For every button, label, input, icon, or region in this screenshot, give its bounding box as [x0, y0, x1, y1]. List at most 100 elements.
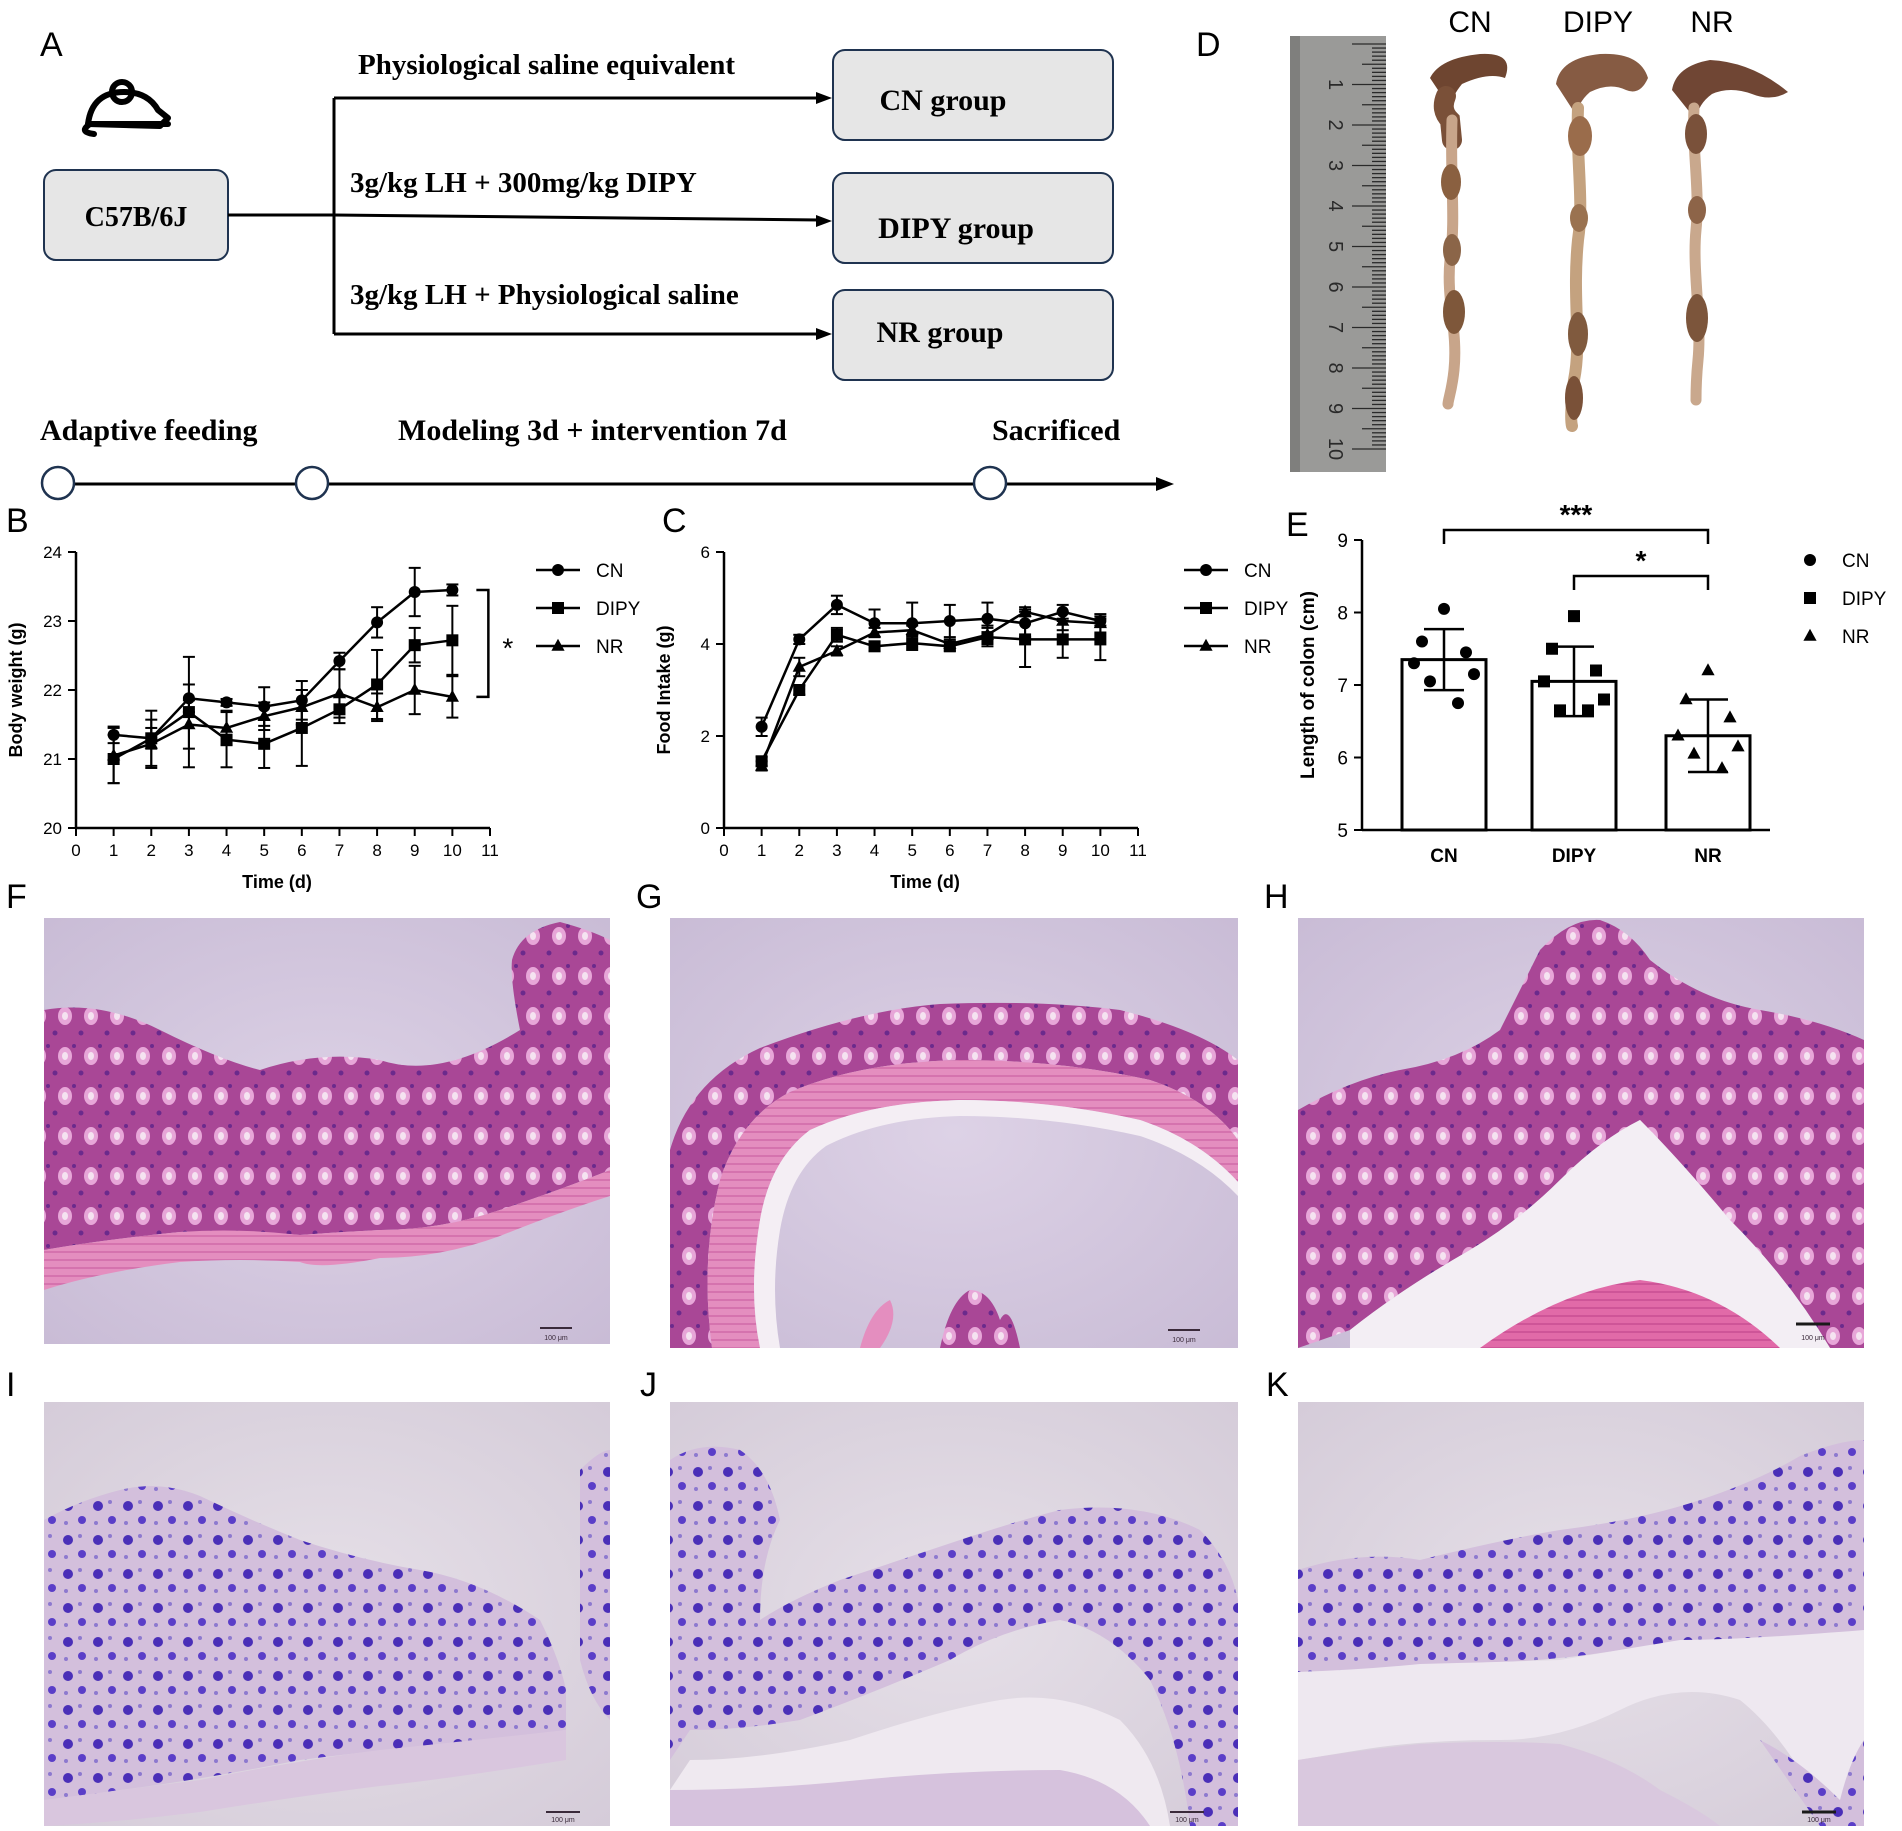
- data-point-cn: [333, 655, 346, 668]
- x-tick-label: 2: [147, 841, 156, 860]
- panel-letter-h: H: [1264, 878, 1289, 916]
- data-point-nr: [1671, 728, 1685, 741]
- series-line-nr: [760, 610, 1101, 767]
- x-tick-label: 10: [1091, 841, 1110, 860]
- x-tick-label: 0: [719, 841, 728, 860]
- data-point-nr: [1056, 613, 1070, 626]
- scale-bar-g: 100 μm: [1172, 1337, 1196, 1344]
- x-tick-label: 5: [259, 841, 268, 860]
- nr-group-box: [832, 289, 1114, 381]
- micrographs: 100 μm 100 μm 100 μm: [44, 918, 1864, 1826]
- strain-label: C57B/6J: [85, 202, 188, 233]
- significance-bracket: [1442, 528, 1710, 544]
- x-tick-label: 1: [757, 841, 766, 860]
- data-point-dipy: [258, 737, 271, 750]
- data-point-nr: [370, 700, 384, 713]
- data-point-cn: [793, 633, 806, 646]
- data-point-cn: [830, 598, 843, 611]
- data-point-cn: [943, 615, 956, 627]
- data-point-dipy: [1590, 664, 1602, 677]
- data-point-cn: [408, 586, 421, 599]
- data-point-dipy: [1546, 642, 1558, 655]
- data-point-cn: [1468, 668, 1480, 681]
- x-tick-label: 9: [410, 841, 419, 860]
- data-point-cn: [220, 696, 233, 709]
- x-tick-label: 8: [372, 841, 381, 860]
- x-tick-label: 0: [71, 841, 80, 860]
- y-tick-label: 8: [1337, 604, 1348, 625]
- scale-bar-j: 100 μm: [1175, 1817, 1199, 1824]
- legend-marker-cn: [1804, 554, 1816, 566]
- colon-specimen-nr: [1672, 60, 1788, 406]
- panel-d-photo: 1 2 3 4 5 6 7 8 9 10 CN DIPY NR: [1270, 6, 1890, 476]
- y-tick-label: 4: [701, 635, 710, 654]
- data-point-dipy: [1094, 633, 1107, 646]
- x-axis-label: Time (d): [890, 872, 960, 892]
- ruler-number: 5: [1324, 241, 1346, 252]
- series-line-cn: [760, 603, 1101, 728]
- series-line-nr: [113, 688, 453, 757]
- dipy-group-box: [832, 172, 1114, 264]
- panel-letter-d: D: [1196, 26, 1221, 64]
- data-point-cn: [868, 617, 881, 630]
- data-point-dipy: [408, 639, 421, 652]
- legend-marker-dipy: [552, 602, 564, 614]
- scale-bar-f: 100 μm: [544, 1335, 568, 1342]
- legend-label-nr: NR: [596, 637, 623, 658]
- data-point-nr: [107, 748, 121, 761]
- panel-letter-c: C: [662, 502, 687, 540]
- data-point-dipy: [446, 634, 459, 647]
- x-tick-label: 6: [297, 841, 306, 860]
- legend-label-nr: NR: [1244, 637, 1271, 658]
- ruler: [1290, 36, 1386, 472]
- significance-label: *: [502, 632, 513, 663]
- data-point-nr: [144, 736, 158, 749]
- data-point-nr: [1701, 663, 1715, 676]
- timeline-sacrificed: Sacrificed: [992, 414, 1121, 447]
- data-point-nr: [1679, 692, 1693, 705]
- significance-bracket: [1572, 574, 1710, 590]
- x-tick-label: 11: [1129, 841, 1147, 860]
- data-point-nr: [905, 623, 919, 635]
- data-point-dipy: [793, 684, 806, 696]
- y-tick-label: 9: [1337, 531, 1348, 552]
- category-label-nr: NR: [1694, 846, 1722, 867]
- y-tick-label: 6: [701, 543, 710, 562]
- data-point-cn: [755, 720, 768, 733]
- y-tick-label: 6: [1337, 749, 1348, 770]
- y-axis-label: Body weight (g): [6, 623, 26, 758]
- legend-label-dipy: DIPY: [596, 599, 641, 620]
- data-point-dipy: [1056, 633, 1069, 646]
- data-point-dipy: [1598, 693, 1610, 706]
- photo-label-dipy: DIPY: [1563, 6, 1633, 39]
- scale-bar-k: 100 μm: [1807, 1817, 1831, 1824]
- timeline-modeling: Modeling 3d + intervention 7d: [398, 414, 787, 447]
- x-tick-label: 8: [1020, 841, 1029, 860]
- x-tick-label: 9: [1058, 841, 1067, 860]
- legend-label-dipy: DIPY: [1244, 599, 1289, 620]
- legend-label-cn: CN: [1842, 551, 1869, 572]
- ruler-number: 9: [1324, 403, 1346, 414]
- panel-letter-k: K: [1266, 1366, 1289, 1404]
- y-tick-label: 2: [701, 727, 710, 746]
- data-point-nr: [867, 625, 882, 638]
- data-point-nr: [257, 709, 271, 722]
- data-point-nr: [408, 682, 422, 695]
- data-point-cn: [446, 583, 459, 596]
- data-point-nr: [1018, 604, 1032, 617]
- photo-label-cn: CN: [1448, 6, 1491, 39]
- panel-letter-e: E: [1286, 506, 1309, 544]
- y-axis-label: Length of colon (cm): [1298, 591, 1319, 779]
- data-point-nr: [1715, 761, 1729, 774]
- chart-colon-length: 5 6 7 8 9 Length of colon (cm) CN CN DIPY DIPY NR N…: [1298, 499, 1887, 867]
- data-point-cn: [371, 616, 384, 629]
- legend-marker-cn: [552, 564, 564, 576]
- x-tick-label: 6: [945, 841, 954, 860]
- data-point-dipy: [906, 637, 919, 650]
- photo-label-nr: NR: [1690, 6, 1733, 39]
- ruler-number: 2: [1324, 119, 1346, 130]
- series-line-dipy: [113, 639, 453, 761]
- x-tick-label: 5: [907, 841, 916, 860]
- data-point-cn: [1452, 697, 1464, 710]
